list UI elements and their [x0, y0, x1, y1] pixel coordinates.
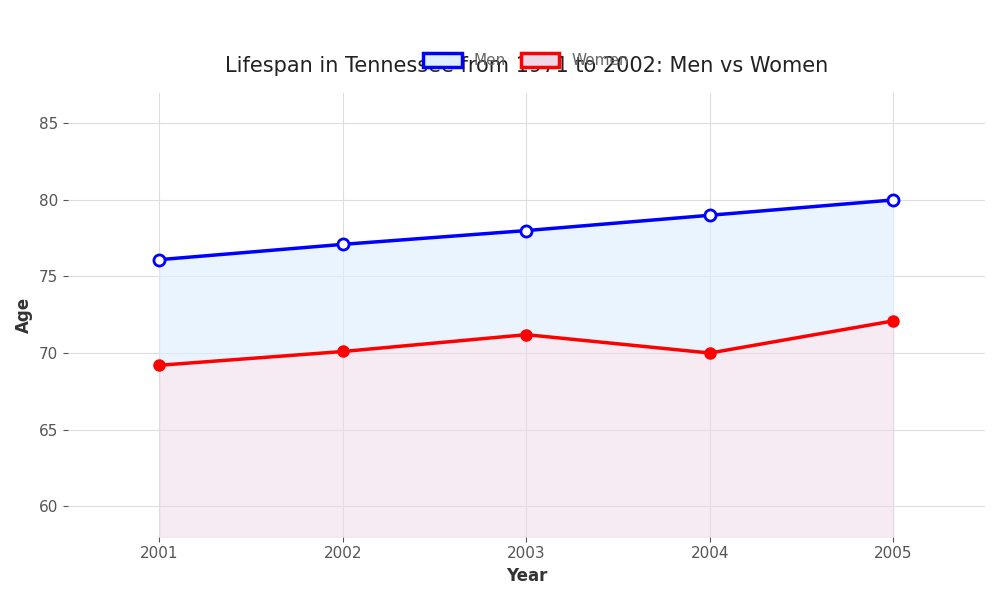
Y-axis label: Age: Age: [15, 296, 33, 333]
X-axis label: Year: Year: [506, 567, 547, 585]
Title: Lifespan in Tennessee from 1971 to 2002: Men vs Women: Lifespan in Tennessee from 1971 to 2002:…: [225, 56, 828, 76]
Legend: Men, Women: Men, Women: [417, 47, 635, 74]
